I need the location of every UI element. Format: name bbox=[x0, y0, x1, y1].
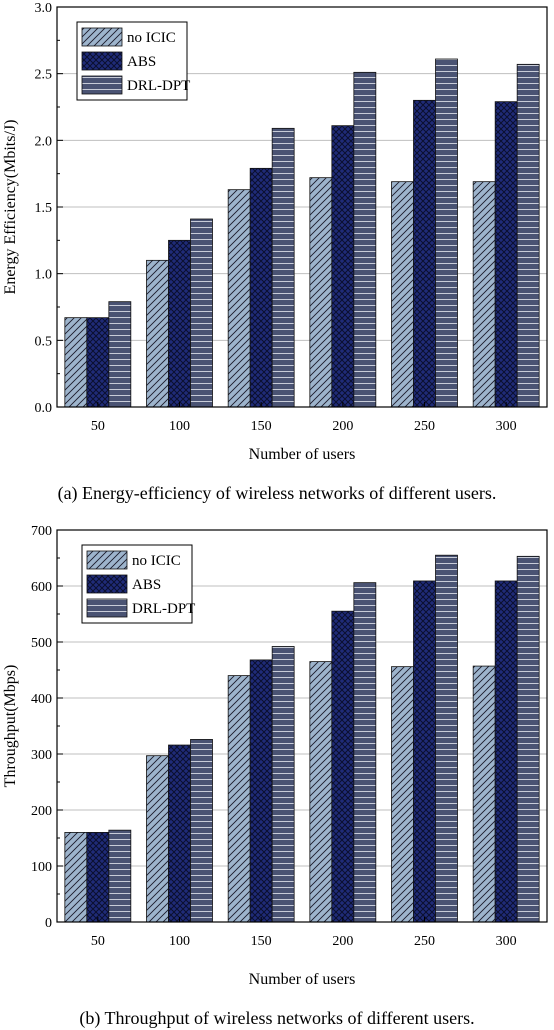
figure-caption: (b) Throughput of wireless networks of d… bbox=[79, 1008, 474, 1029]
y-tick-label: 2.5 bbox=[35, 68, 53, 83]
bar-abs-150 bbox=[249, 659, 273, 923]
bar-drl-dpt-250 bbox=[435, 554, 458, 923]
y-axis-label: Throughput(Mbps) bbox=[2, 665, 19, 788]
legend-swatch-drl-dpt bbox=[86, 598, 128, 618]
bar-drl-dpt-300 bbox=[516, 63, 540, 408]
x-tick-label: 150 bbox=[251, 419, 272, 434]
bar-abs-250 bbox=[413, 580, 436, 923]
x-tick-label: 150 bbox=[251, 934, 272, 949]
x-tick-label: 100 bbox=[169, 419, 190, 434]
bar-drl-dpt-50 bbox=[108, 301, 132, 408]
x-tick-label: 50 bbox=[91, 419, 105, 434]
y-tick-label: 0.5 bbox=[35, 334, 53, 349]
bar-no-icic-200 bbox=[309, 661, 333, 923]
x-tick-label: 300 bbox=[496, 934, 517, 949]
bar-no-icic-300 bbox=[472, 181, 496, 408]
bar-drl-dpt-50 bbox=[108, 829, 132, 923]
bar-no-icic-150 bbox=[227, 675, 251, 923]
bar-abs-50 bbox=[86, 832, 110, 923]
x-tick-label: 250 bbox=[414, 934, 435, 949]
legend-swatch-abs bbox=[81, 51, 123, 71]
x-tick-label: 50 bbox=[91, 934, 105, 949]
legend-label-no-icic: no ICIC bbox=[127, 30, 176, 46]
bar-abs-300 bbox=[494, 101, 518, 408]
legend-swatch-no-icic bbox=[86, 550, 128, 570]
bar-no-icic-100 bbox=[146, 755, 169, 923]
bar-drl-dpt-150 bbox=[271, 127, 295, 408]
legend-swatch-abs bbox=[86, 574, 128, 594]
y-tick-label: 500 bbox=[31, 636, 52, 651]
bar-abs-50 bbox=[86, 317, 110, 408]
y-tick-label: 600 bbox=[31, 580, 52, 595]
y-tick-label: 1.0 bbox=[35, 268, 53, 283]
y-tick-label: 100 bbox=[31, 860, 52, 875]
y-axis-label: Energy Efficiency(Mbits/J) bbox=[2, 120, 19, 295]
legend-label-no-icic: no ICIC bbox=[132, 553, 181, 569]
bar-abs-150 bbox=[249, 167, 273, 408]
x-tick-label: 200 bbox=[332, 934, 353, 949]
bar-no-icic-200 bbox=[309, 177, 333, 408]
x-tick-label: 300 bbox=[496, 419, 517, 434]
bar-no-icic-250 bbox=[391, 181, 414, 408]
bar-drl-dpt-100 bbox=[190, 218, 213, 408]
bar-no-icic-300 bbox=[472, 665, 496, 923]
bar-no-icic-250 bbox=[391, 666, 414, 923]
bar-abs-200 bbox=[331, 610, 355, 923]
bar-drl-dpt-200 bbox=[353, 71, 377, 408]
throughput-chart: 0 100 200 300 400 500 600 700 50 100 150 200 250 300 N… bbox=[2, 524, 548, 1029]
bar-no-icic-50 bbox=[64, 832, 88, 923]
x-tick-label: 250 bbox=[414, 419, 435, 434]
bar-abs-200 bbox=[331, 125, 355, 408]
x-tick-label: 200 bbox=[332, 419, 353, 434]
y-tick-label: 0 bbox=[45, 916, 52, 931]
bar-no-icic-50 bbox=[64, 317, 88, 408]
legend-swatch-drl-dpt bbox=[81, 75, 123, 95]
y-tick-label: 300 bbox=[31, 748, 52, 763]
energy-efficiency-chart: 0.0 0.5 1.0 1.5 2.0 2.5 3.0 50 100 150 200 250 300 Nu… bbox=[2, 1, 548, 504]
bar-drl-dpt-150 bbox=[271, 646, 295, 923]
bar-drl-dpt-100 bbox=[190, 739, 213, 923]
bar-abs-300 bbox=[494, 580, 518, 923]
legend-label-abs: ABS bbox=[132, 577, 161, 593]
legend-label-abs: ABS bbox=[127, 54, 156, 70]
bar-abs-250 bbox=[413, 99, 436, 408]
bar-abs-100 bbox=[168, 239, 191, 408]
y-tick-label: 0.0 bbox=[35, 401, 53, 416]
bar-no-icic-150 bbox=[227, 189, 251, 408]
x-tick-label: 100 bbox=[169, 934, 190, 949]
bar-no-icic-100 bbox=[146, 259, 169, 408]
y-tick-label: 200 bbox=[31, 804, 52, 819]
bar-drl-dpt-300 bbox=[516, 555, 540, 923]
x-axis-label: Number of users bbox=[249, 971, 356, 988]
legend-swatch-no-icic bbox=[81, 27, 123, 47]
bar-drl-dpt-250 bbox=[435, 58, 458, 408]
y-tick-label: 400 bbox=[31, 692, 52, 707]
bar-abs-100 bbox=[168, 744, 191, 923]
legend-label-drl-dpt: DRL-DPT bbox=[132, 601, 195, 617]
y-tick-label: 700 bbox=[31, 524, 52, 539]
y-tick-label: 3.0 bbox=[35, 1, 53, 16]
bar-drl-dpt-200 bbox=[353, 582, 377, 923]
y-tick-label: 2.0 bbox=[35, 134, 53, 149]
legend-label-drl-dpt: DRL-DPT bbox=[127, 78, 190, 94]
figure-caption: (a) Energy-efficiency of wireless networ… bbox=[58, 483, 497, 504]
x-axis-label: Number of users bbox=[249, 446, 356, 463]
y-tick-label: 1.5 bbox=[35, 201, 53, 216]
